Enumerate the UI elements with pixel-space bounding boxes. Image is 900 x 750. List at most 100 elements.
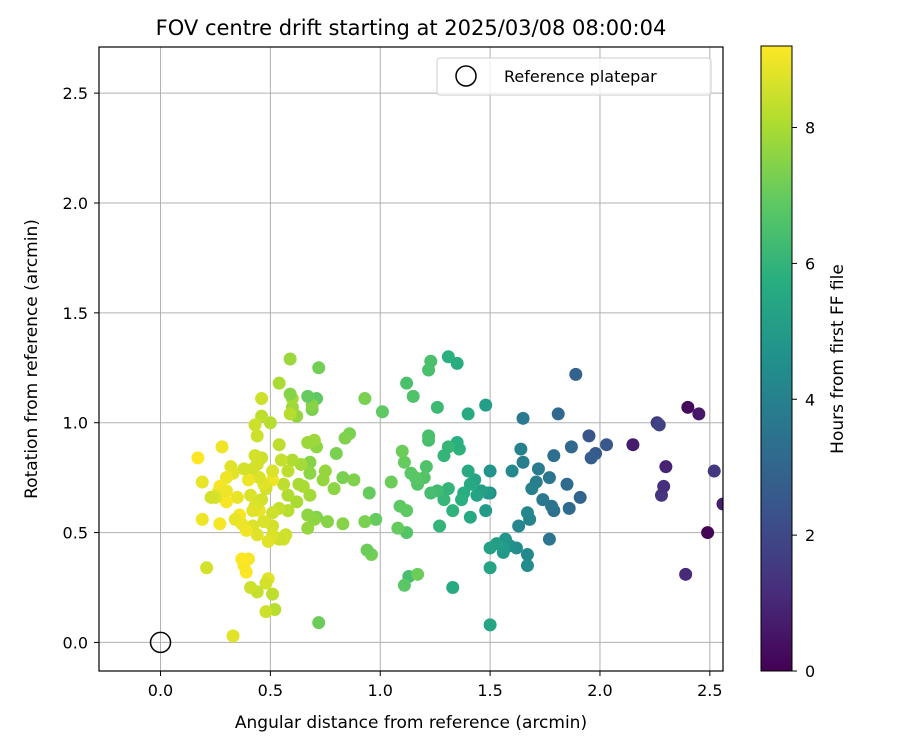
scatter-point bbox=[692, 407, 706, 421]
scatter-point bbox=[336, 517, 350, 531]
scatter-point bbox=[430, 400, 444, 414]
scatter-point bbox=[525, 482, 539, 496]
scatter-point bbox=[312, 361, 326, 375]
scatter-point bbox=[261, 534, 275, 548]
scatter-point bbox=[257, 515, 271, 529]
scatter-point bbox=[520, 506, 534, 520]
colorbar-tick-label: 6 bbox=[805, 254, 815, 273]
x-tick-label: 1.5 bbox=[477, 681, 502, 700]
scatter-point bbox=[446, 504, 460, 518]
scatter-point bbox=[244, 488, 258, 502]
scatter-point bbox=[226, 629, 240, 643]
chart-title: FOV centre drift starting at 2025/03/08 … bbox=[156, 16, 667, 40]
scatter-point bbox=[584, 451, 598, 465]
scatter-point bbox=[255, 392, 269, 406]
scatter-point bbox=[281, 464, 295, 478]
colorbar-tick-label: 4 bbox=[805, 390, 815, 409]
legend: Reference platepar bbox=[436, 57, 712, 96]
scatter-point bbox=[393, 499, 407, 513]
colorbar-gradient bbox=[760, 45, 793, 672]
y-axis-label: Rotation from reference (arcmin) bbox=[22, 219, 42, 499]
x-tick-label: 2.0 bbox=[587, 681, 612, 700]
scatter-point bbox=[419, 460, 433, 474]
scatter-point bbox=[384, 475, 398, 489]
colorbar-tick-label: 8 bbox=[805, 119, 815, 138]
colorbar-ticks: 0 2 4 6 8 bbox=[792, 119, 815, 681]
scatter-point bbox=[244, 581, 258, 595]
scatter-point bbox=[455, 493, 469, 507]
scatter-point bbox=[336, 471, 350, 485]
scatter-point bbox=[327, 482, 341, 496]
scatter-point bbox=[437, 449, 451, 463]
data-points bbox=[191, 350, 723, 643]
scatter-point bbox=[542, 471, 556, 485]
scatter-point bbox=[369, 512, 383, 526]
scatter-point bbox=[375, 405, 389, 419]
scatter-point bbox=[516, 411, 530, 425]
scatter-point bbox=[301, 521, 315, 535]
scatter-point bbox=[514, 442, 528, 456]
scatter-point bbox=[204, 490, 218, 504]
scatter-point bbox=[652, 418, 666, 432]
scatter-point bbox=[422, 429, 436, 443]
scatter-point bbox=[259, 605, 273, 619]
scatter-point bbox=[707, 464, 721, 478]
scatter-point bbox=[573, 490, 587, 504]
scatter-point bbox=[411, 567, 425, 581]
scatter-point bbox=[626, 438, 640, 452]
scatter-point bbox=[277, 477, 291, 491]
legend-box bbox=[436, 57, 712, 96]
scatter-point bbox=[266, 464, 280, 478]
scatter-point bbox=[505, 464, 519, 478]
colorbar: 0 2 4 6 8 Hours from first FF file bbox=[760, 45, 848, 681]
scatter-point bbox=[347, 473, 361, 487]
y-tick-label: 2.0 bbox=[63, 194, 88, 213]
scatter-point bbox=[235, 552, 249, 566]
scatter-point bbox=[213, 517, 227, 531]
scatter-point bbox=[358, 515, 372, 529]
x-axis-ticks: 0.0 0.5 1.0 1.5 2.0 2.5 bbox=[148, 671, 723, 700]
scatter-point bbox=[463, 510, 477, 524]
scatter-point bbox=[316, 473, 330, 487]
scatter-point bbox=[250, 429, 264, 443]
scatter-point bbox=[358, 392, 372, 406]
scatter-point bbox=[483, 618, 497, 632]
scatter-point bbox=[321, 515, 335, 529]
scatter-point bbox=[283, 352, 297, 366]
scatter-point bbox=[560, 477, 574, 491]
scatter-point bbox=[701, 526, 715, 540]
scatter-point bbox=[716, 497, 723, 511]
reference-platepar-marker bbox=[149, 631, 172, 654]
scatter-point bbox=[391, 521, 405, 535]
scatter-point bbox=[241, 473, 255, 487]
scatter-point bbox=[338, 431, 352, 445]
scatter-point bbox=[230, 490, 244, 504]
scatter-point bbox=[542, 532, 556, 546]
scatter-point bbox=[248, 449, 262, 463]
scatter-point bbox=[520, 559, 534, 573]
scatter-point bbox=[470, 488, 484, 502]
scatter-point bbox=[406, 389, 420, 403]
y-axis-ticks: 0.0 0.5 1.0 1.5 2.0 2.5 bbox=[63, 84, 99, 652]
legend-label: Reference platepar bbox=[504, 67, 657, 86]
scatter-point bbox=[536, 493, 550, 507]
y-tick-label: 2.5 bbox=[63, 84, 88, 103]
scatter-point bbox=[301, 435, 315, 449]
plot-frame bbox=[98, 46, 724, 672]
y-tick-label: 1.5 bbox=[63, 304, 88, 323]
scatter-point bbox=[441, 482, 455, 496]
scatter-point bbox=[329, 446, 343, 460]
scatter-point bbox=[433, 519, 447, 533]
x-tick-label: 0.0 bbox=[148, 681, 173, 700]
scatter-point bbox=[422, 363, 436, 377]
scatter-point bbox=[259, 576, 273, 590]
scatter-point bbox=[237, 462, 251, 476]
x-tick-label: 0.5 bbox=[258, 681, 283, 700]
x-tick-label: 2.5 bbox=[697, 681, 722, 700]
scatter-point bbox=[301, 508, 315, 522]
scatter-point bbox=[191, 451, 205, 465]
y-tick-label: 0.0 bbox=[63, 633, 88, 652]
scatter-point bbox=[266, 587, 280, 601]
scatter-point bbox=[303, 466, 317, 480]
scatter-point bbox=[562, 501, 576, 515]
